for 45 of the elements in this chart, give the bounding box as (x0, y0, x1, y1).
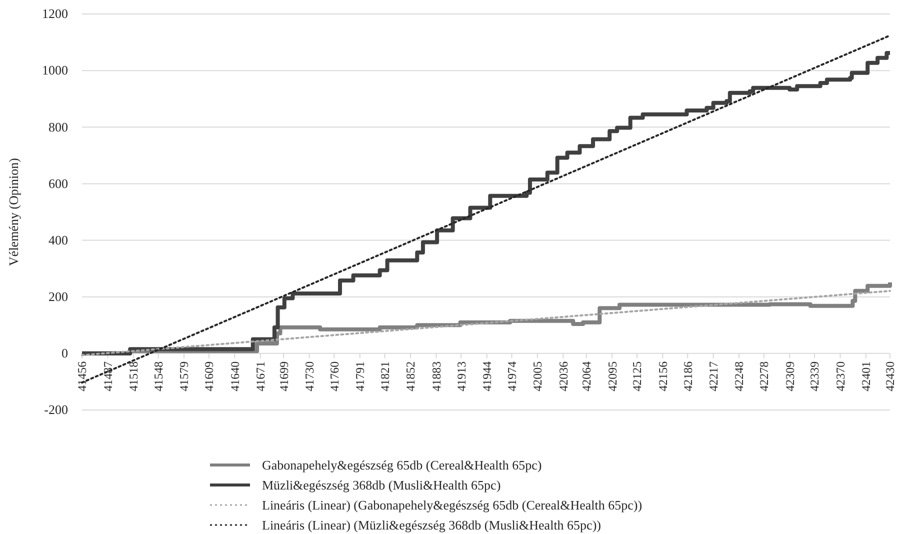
y-tick-label: 600 (48, 176, 68, 191)
x-tick-label: 41548 (152, 361, 166, 392)
y-tick-label: -200 (44, 402, 68, 418)
x-tick-label: 41699 (276, 361, 291, 392)
x-tick-label: 41609 (202, 361, 216, 392)
y-axis-title: Vélemény (Opinion) (6, 158, 21, 266)
x-tick-label: 41974 (504, 361, 519, 392)
x-tick-label: 41883 (429, 361, 444, 392)
x-tick-label: 41760 (327, 361, 342, 392)
x-tick-label: 42430 (883, 361, 898, 392)
legend-label: Lineáris (Linear) (Gabonapehely&egészség 65db (Cereal&Health 65pc)) (262, 498, 642, 513)
x-tick-label: 41671 (254, 361, 268, 392)
y-tick-label: 400 (48, 232, 68, 248)
x-tick-label: 42309 (782, 361, 797, 392)
x-tick-label: 42156 (656, 361, 670, 392)
x-tick-label: 42036 (556, 361, 570, 392)
x-tick-label: 42401 (859, 361, 874, 392)
x-tick-label: 42186 (680, 361, 695, 392)
x-tick-label: 42095 (605, 361, 620, 392)
y-tick-label: 0 (62, 346, 68, 361)
y-tick-label: 1000 (42, 62, 68, 78)
legend-label: Gabonapehely&egészség 65db (Cereal&Health 65pc) (262, 458, 542, 473)
x-tick-label: 42370 (833, 361, 848, 392)
x-tick-label: 41913 (454, 361, 468, 392)
legend-label: Lineáris (Linear) (Müzli&egészség 368db (Musli&Health 65pc)) (262, 518, 601, 533)
x-tick-label: 41852 (404, 361, 418, 392)
x-tick-label: 42339 (808, 361, 822, 392)
legend-label: Müzli&egészség 368db (Musli&Health 65pc) (262, 478, 501, 493)
x-tick-label: 42278 (757, 361, 772, 392)
y-tick-label: 800 (48, 119, 68, 134)
x-tick-label: 41456 (75, 361, 90, 392)
y-tick-label: 1200 (42, 6, 68, 22)
x-tick-label: 41579 (177, 361, 192, 392)
x-tick-label: 42217 (706, 361, 720, 392)
x-tick-label: 41730 (302, 361, 316, 392)
x-tick-label: 42125 (630, 361, 644, 392)
x-tick-label: 41821 (378, 361, 392, 392)
x-tick-label: 42064 (580, 361, 594, 392)
x-tick-label: 41640 (228, 361, 242, 392)
y-tick-label: 200 (48, 289, 68, 304)
x-tick-label: 42248 (732, 361, 746, 392)
x-tick-label: 41518 (126, 361, 141, 392)
x-tick-label: 42005 (530, 361, 545, 392)
x-tick-label: 41944 (480, 361, 494, 392)
x-tick-label: 41791 (353, 361, 368, 392)
